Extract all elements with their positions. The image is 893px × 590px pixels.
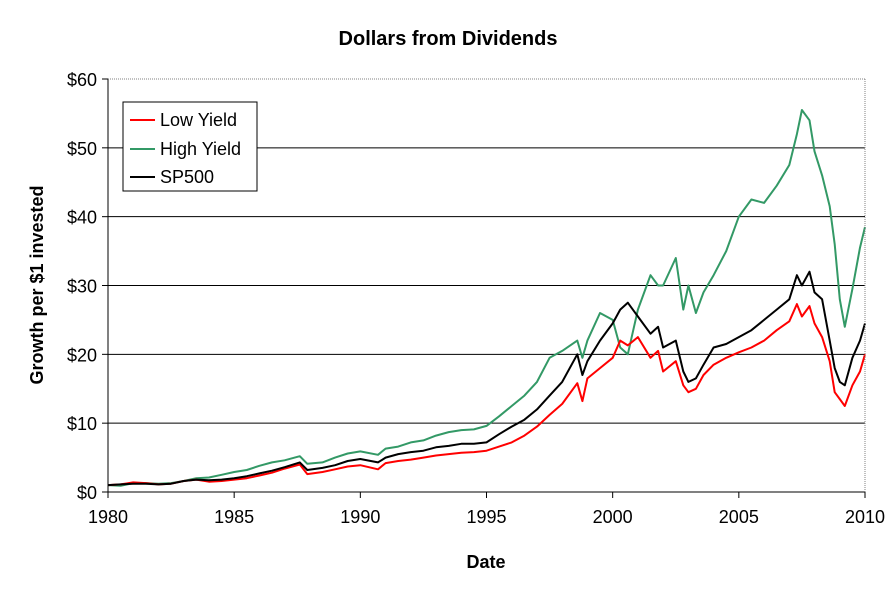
legend-label-low-yield: Low Yield <box>160 110 237 130</box>
legend-item-low-yield[interactable]: Low Yield <box>130 110 237 130</box>
series-line-low-yield <box>107 303 866 487</box>
y-tick-label: $20 <box>67 345 97 365</box>
x-axis-ticks: 1980 1985 1990 1995 2000 2005 2010 <box>88 492 885 527</box>
x-tick-label: 1985 <box>214 507 254 527</box>
y-tick-label: $60 <box>67 70 97 90</box>
series-line-high-yield <box>107 109 866 487</box>
legend: Low Yield High Yield SP500 <box>122 101 258 192</box>
x-tick-label: 2005 <box>719 507 759 527</box>
legend-label-sp500: SP500 <box>160 167 214 187</box>
y-axis-ticks: $0 $10 $20 $30 $40 $50 $60 <box>67 70 108 503</box>
x-tick-label: 2010 <box>845 507 885 527</box>
x-axis-label: Date <box>466 552 505 572</box>
series-lines <box>107 109 866 487</box>
legend-item-high-yield[interactable]: High Yield <box>130 139 241 159</box>
x-tick-label: 1995 <box>466 507 506 527</box>
y-tick-label: $30 <box>67 277 97 297</box>
x-tick-label: 1980 <box>88 507 128 527</box>
series-line-sp500 <box>107 270 866 487</box>
legend-label-high-yield: High Yield <box>160 139 241 159</box>
legend-item-sp500[interactable]: SP500 <box>130 167 214 187</box>
y-tick-label: $50 <box>67 139 97 159</box>
y-tick-label: $10 <box>67 414 97 434</box>
x-tick-label: 1990 <box>340 507 380 527</box>
x-tick-label: 2000 <box>593 507 633 527</box>
y-tick-label: $40 <box>67 208 97 228</box>
chart-title: Dollars from Dividends <box>339 28 558 50</box>
y-tick-label: $0 <box>77 483 97 503</box>
y-axis-label: Growth per $1 invested <box>27 185 47 384</box>
